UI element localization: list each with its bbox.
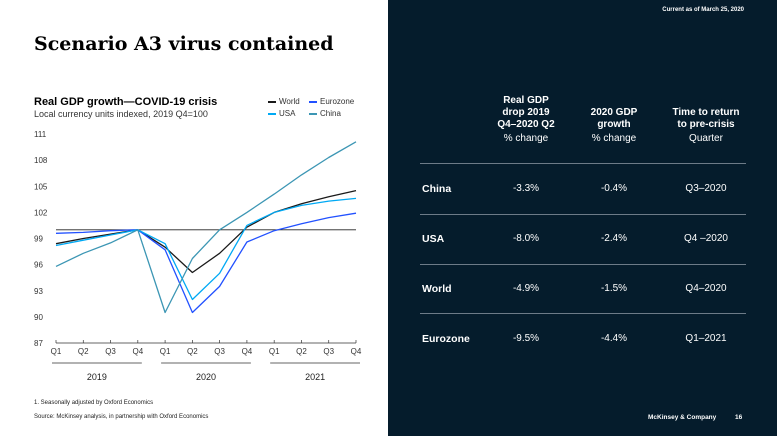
cell-usa-return: Q4 –2020 — [684, 233, 728, 244]
header-return-time-line1: Time to return — [672, 107, 740, 118]
header-gdp-growth-line1: 2020 GDP — [590, 107, 638, 118]
as-of-date: Current as of March 25, 2020 — [662, 7, 744, 13]
y-tick-label: 111 — [34, 130, 47, 139]
right-panel: Current as of March 25, 2020 Real GDP dr… — [388, 0, 777, 436]
legend-label-eurozone: Eurozone — [320, 97, 355, 106]
series-line-world — [55, 189, 357, 274]
series-line-usa — [55, 197, 357, 301]
y-tick-label: 96 — [34, 261, 43, 270]
row-label-china: China — [422, 183, 452, 195]
year-group-label: 2021 — [305, 372, 325, 382]
legend-item-world: World — [268, 97, 300, 106]
x-tick-label: Q4 — [132, 347, 143, 356]
row-label-usa: USA — [422, 233, 445, 245]
x-tick-label: Q1 — [269, 347, 280, 356]
row-label-eurozone: Eurozone — [422, 333, 470, 345]
x-tick-label: Q2 — [78, 347, 89, 356]
legend-item-eurozone: Eurozone — [309, 97, 354, 106]
header-gdp-growth: 2020 GDP growth % change — [574, 107, 654, 145]
row-divider — [420, 313, 746, 314]
legend-item-china: China — [309, 109, 341, 118]
legend-swatch-china — [309, 112, 317, 115]
header-gdp-growth-line2: growth — [597, 119, 631, 130]
cell-eurozone-growth: -4.4% — [600, 333, 628, 344]
cell-usa-drop: -8.0% — [512, 233, 540, 244]
legend-label-china: China — [320, 109, 341, 118]
header-return-time: Time to return to pre-crisis Quarter — [656, 107, 756, 145]
year-group-label: 2019 — [87, 372, 107, 382]
row-divider — [420, 214, 746, 215]
cell-world-return: Q4–2020 — [685, 283, 727, 294]
header-gdp-drop-line2: drop 2019 — [502, 107, 550, 118]
legend-label-usa: USA — [279, 109, 296, 118]
cell-eurozone-return: Q1–2021 — [685, 333, 727, 344]
cell-china-return: Q3–2020 — [685, 183, 727, 194]
y-tick-label: 99 — [34, 235, 43, 244]
legend-swatch-eurozone — [309, 100, 317, 103]
legend-swatch-usa — [268, 112, 276, 115]
legend-label-world: World — [279, 97, 300, 106]
series-line-eurozone — [55, 212, 357, 314]
header-gdp-drop-line1: Real GDP — [503, 95, 549, 106]
cell-china-growth: -0.4% — [600, 183, 628, 194]
x-tick-label: Q2 — [296, 347, 307, 356]
y-tick-label: 93 — [34, 287, 43, 296]
header-gdp-drop-unit: % change — [503, 133, 549, 144]
row-label-world: World — [422, 283, 452, 295]
header-return-time-line2: to pre-crisis — [677, 119, 735, 130]
footnote: 1. Seasonally adjusted by Oxford Economi… — [34, 400, 154, 406]
slide-title: Scenario A3 virus contained — [34, 33, 334, 55]
x-tick-label: Q3 — [323, 347, 334, 356]
series-line-china — [55, 141, 357, 314]
gdp-line-chart: 87 90 93 96 99 102 105 108 111 Q1 Q2 Q3 Q4 Q1 Q2 Q3 Q4 Q1… — [34, 130, 362, 382]
cell-china-drop: -3.3% — [512, 183, 540, 194]
header-return-time-unit: Quarter — [689, 133, 723, 144]
x-tick-label: Q4 — [242, 347, 253, 356]
x-tick-label: Q1 — [51, 347, 62, 356]
y-tick-label: 105 — [34, 182, 48, 191]
x-tick-label: Q2 — [187, 347, 198, 356]
left-panel: Scenario A3 virus contained Real GDP gro… — [0, 0, 388, 436]
x-tick-label: Q1 — [160, 347, 171, 356]
y-tick-label: 108 — [34, 156, 48, 165]
y-tick-label: 102 — [34, 208, 48, 217]
y-tick-label: 90 — [34, 313, 43, 322]
legend-item-usa: USA — [268, 109, 295, 118]
x-tick-label: Q3 — [105, 347, 116, 356]
chart-title: Real GDP growth—COVID-19 crisis — [34, 96, 218, 108]
header-gdp-drop-line3: Q4–2020 Q2 — [497, 119, 555, 130]
page-number: 16 — [735, 414, 743, 421]
x-tick-label: Q4 — [351, 347, 362, 356]
cell-eurozone-drop: -9.5% — [512, 333, 540, 344]
cell-usa-growth: -2.4% — [600, 233, 628, 244]
y-tick-label: 87 — [34, 339, 43, 348]
source-note: Source: McKinsey analysis, in partnershi… — [34, 414, 209, 420]
row-divider — [420, 264, 746, 265]
year-group-label: 2020 — [196, 372, 216, 382]
header-gdp-drop: Real GDP drop 2019 Q4–2020 Q2 % change — [486, 95, 566, 145]
x-tick-label: Q3 — [214, 347, 225, 356]
chart-subtitle: Local currency units indexed, 2019 Q4=10… — [34, 109, 208, 119]
brand-label: McKinsey & Company — [648, 414, 717, 421]
cell-world-drop: -4.9% — [512, 283, 540, 294]
row-divider — [420, 163, 746, 164]
legend-swatch-world — [268, 100, 276, 103]
cell-world-growth: -1.5% — [600, 283, 628, 294]
header-gdp-growth-unit: % change — [591, 133, 637, 144]
